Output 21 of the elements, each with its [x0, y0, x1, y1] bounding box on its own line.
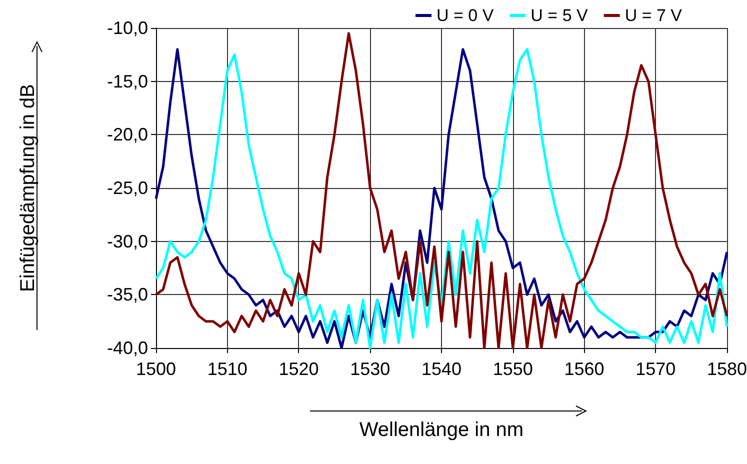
y-tick-label: -25,0 — [106, 178, 148, 198]
x-tick-label: 1520 — [278, 359, 319, 379]
legend-label: U = 5 V — [530, 6, 588, 25]
y-tick-label: -10,0 — [106, 18, 148, 38]
y-tick-label: -30,0 — [106, 231, 148, 252]
y-axis-title: Einfügedämpfung in dB — [17, 84, 39, 292]
x-tick-label: 1570 — [636, 359, 676, 379]
x-tick-label: 1580 — [706, 359, 747, 379]
x-axis-title: Wellenlänge in nm — [359, 419, 524, 441]
y-tick-label: -40,0 — [106, 338, 148, 358]
y-tick-label: -20,0 — [106, 124, 148, 145]
x-tick-label: 1550 — [492, 359, 533, 379]
y-tick-label: -15,0 — [106, 71, 148, 92]
x-tick-label: 1530 — [350, 359, 390, 379]
legend-label: U = 7 V — [624, 6, 683, 25]
legend-label: U = 0 V — [436, 6, 494, 25]
x-tick-label: 1510 — [207, 359, 248, 379]
x-tick-label: 1560 — [564, 359, 604, 379]
x-tick-label: 1500 — [136, 359, 176, 379]
x-tick-label: 1540 — [421, 359, 462, 379]
y-tick-label: -35,0 — [106, 284, 148, 305]
